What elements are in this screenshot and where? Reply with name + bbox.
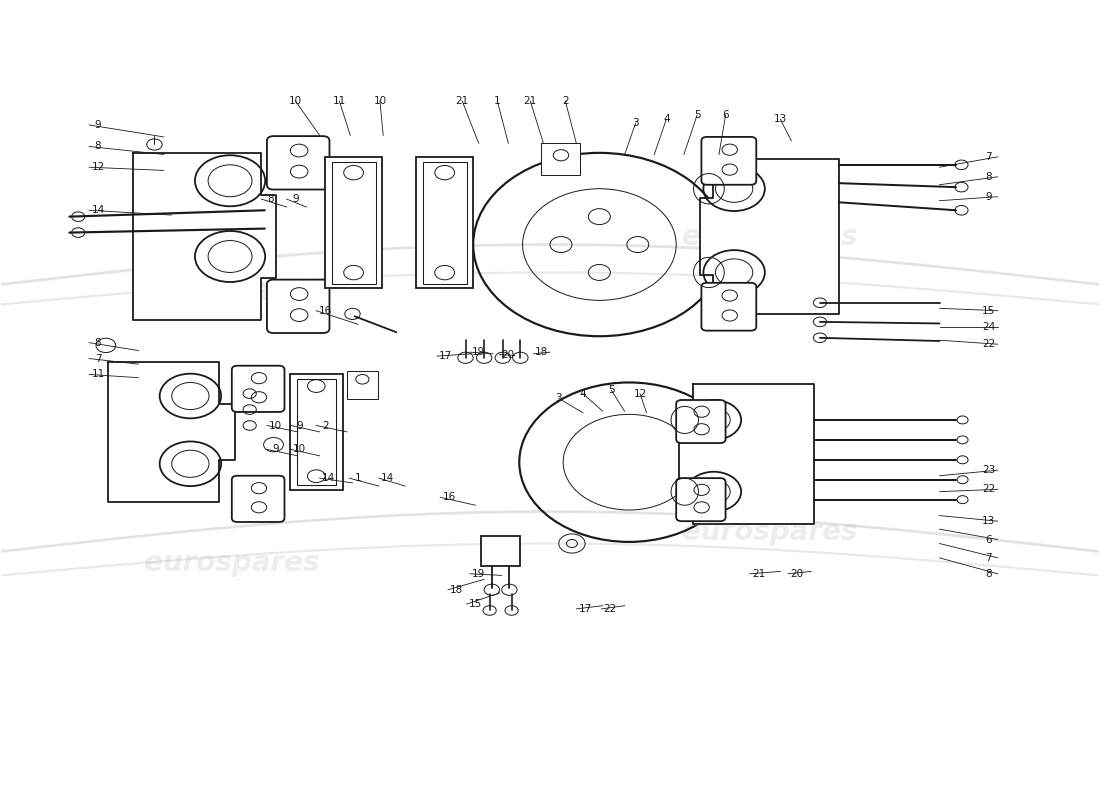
- Text: 2: 2: [322, 421, 329, 430]
- Text: 23: 23: [982, 465, 996, 475]
- Text: 9: 9: [293, 194, 299, 204]
- Polygon shape: [133, 153, 276, 320]
- Text: 1: 1: [354, 473, 361, 483]
- Polygon shape: [700, 159, 839, 314]
- Text: 9: 9: [297, 421, 304, 430]
- Polygon shape: [679, 385, 814, 524]
- FancyBboxPatch shape: [267, 280, 330, 333]
- Bar: [326, 157, 382, 288]
- Text: 21: 21: [455, 96, 469, 106]
- Text: 8: 8: [95, 338, 101, 347]
- Text: 5: 5: [608, 386, 615, 395]
- Text: 15: 15: [469, 599, 482, 609]
- Bar: [416, 157, 473, 288]
- Text: 8: 8: [986, 172, 992, 182]
- Text: eurospares: eurospares: [144, 550, 320, 578]
- Text: 11: 11: [91, 370, 104, 379]
- Text: 16: 16: [318, 306, 332, 316]
- FancyBboxPatch shape: [267, 136, 330, 190]
- Text: 22: 22: [982, 339, 996, 349]
- Text: 9: 9: [273, 445, 279, 454]
- Text: 7: 7: [986, 152, 992, 162]
- Text: 8: 8: [95, 142, 101, 151]
- Text: 8: 8: [267, 194, 274, 204]
- Text: 10: 10: [294, 445, 307, 454]
- Text: eurospares: eurospares: [144, 278, 320, 306]
- Text: 22: 22: [604, 604, 617, 614]
- Text: 17: 17: [579, 604, 592, 614]
- FancyBboxPatch shape: [702, 137, 757, 185]
- Text: 4: 4: [663, 114, 670, 124]
- Text: 2: 2: [562, 96, 569, 106]
- Bar: [541, 143, 580, 175]
- Text: 8: 8: [986, 569, 992, 578]
- Text: 3: 3: [632, 118, 639, 128]
- Text: 5: 5: [694, 110, 701, 120]
- Bar: [422, 162, 466, 284]
- Text: 10: 10: [289, 96, 302, 106]
- Text: 11: 11: [332, 96, 346, 106]
- Text: 6: 6: [723, 110, 729, 120]
- Text: eurospares: eurospares: [682, 222, 857, 250]
- Text: 7: 7: [986, 553, 992, 563]
- Bar: [297, 379, 336, 486]
- Text: 18: 18: [450, 585, 463, 594]
- Bar: [346, 371, 377, 399]
- Text: 19: 19: [472, 347, 485, 357]
- Text: 18: 18: [535, 347, 548, 357]
- FancyBboxPatch shape: [702, 283, 757, 330]
- Text: 19: 19: [472, 569, 485, 578]
- FancyBboxPatch shape: [232, 476, 285, 522]
- Text: eurospares: eurospares: [682, 518, 857, 546]
- Text: 20: 20: [790, 569, 803, 578]
- Text: 10: 10: [373, 96, 386, 106]
- Text: 7: 7: [95, 354, 101, 363]
- Text: 4: 4: [580, 389, 586, 398]
- FancyBboxPatch shape: [676, 478, 726, 521]
- Text: 16: 16: [442, 492, 455, 502]
- Text: 21: 21: [524, 96, 537, 106]
- Text: 24: 24: [982, 322, 996, 332]
- Text: 9: 9: [95, 120, 101, 130]
- Text: 10: 10: [270, 421, 283, 430]
- Text: 15: 15: [982, 306, 996, 316]
- Text: 13: 13: [773, 114, 786, 124]
- FancyBboxPatch shape: [676, 400, 726, 443]
- Bar: [332, 162, 375, 284]
- Text: 13: 13: [982, 516, 996, 526]
- Text: 3: 3: [556, 394, 562, 403]
- Text: 17: 17: [439, 351, 452, 361]
- Text: 20: 20: [502, 350, 515, 359]
- Text: 9: 9: [986, 192, 992, 202]
- Polygon shape: [109, 362, 234, 502]
- FancyBboxPatch shape: [232, 366, 285, 412]
- Text: 14: 14: [321, 473, 336, 483]
- Text: 21: 21: [751, 569, 766, 578]
- Bar: [481, 535, 520, 566]
- Text: 12: 12: [91, 162, 104, 172]
- Text: 12: 12: [634, 389, 647, 398]
- Bar: [290, 374, 342, 490]
- Text: 1: 1: [494, 96, 501, 106]
- Text: 22: 22: [982, 484, 996, 494]
- Text: 14: 14: [381, 473, 394, 483]
- Text: 14: 14: [91, 206, 104, 215]
- Text: 6: 6: [986, 534, 992, 545]
